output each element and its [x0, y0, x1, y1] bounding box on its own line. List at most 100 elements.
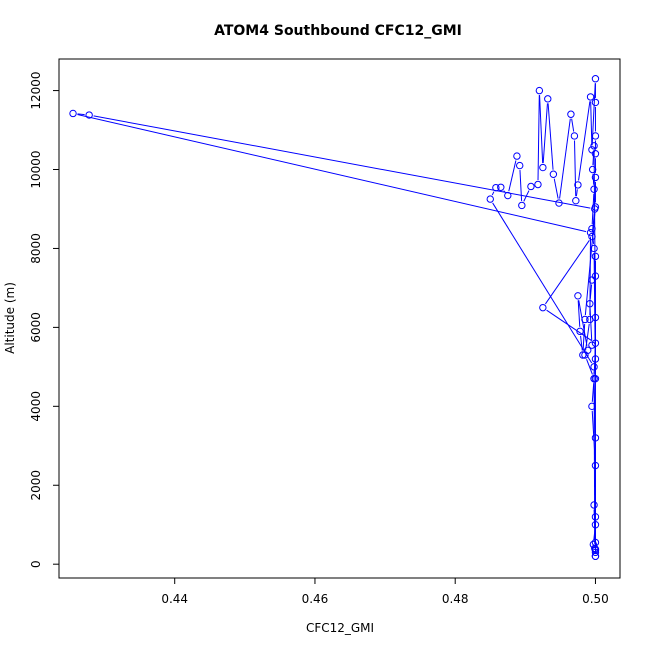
data-point [588, 225, 596, 233]
series-points [69, 75, 600, 560]
data-point [555, 199, 563, 207]
plot-frame [58, 58, 621, 579]
series-segment [586, 359, 593, 375]
series-segment [582, 323, 586, 351]
data-point [588, 341, 596, 349]
series-segment [593, 150, 596, 314]
data-point [539, 303, 547, 312]
series-segment [539, 95, 544, 164]
series-segment [575, 189, 578, 197]
data-point [591, 339, 600, 347]
data-point [591, 548, 600, 557]
y-tick-label: 2000 [29, 470, 43, 501]
data-point [591, 272, 600, 280]
series-segment [578, 101, 591, 181]
series-segment [523, 190, 530, 202]
data-point [516, 161, 524, 170]
data-point [591, 538, 600, 547]
series-segment [574, 140, 577, 197]
data-point [590, 185, 598, 193]
data-point [504, 191, 512, 200]
y-tick-label: 6000 [29, 312, 43, 343]
series-segment [547, 103, 554, 170]
data-point [579, 351, 587, 359]
y-axis-label: Altitude (m) [3, 282, 17, 354]
data-point [544, 95, 552, 103]
series-segment [589, 308, 593, 341]
x-tick-label: 0.48 [442, 592, 469, 606]
series-segment [577, 300, 581, 327]
data-point [591, 461, 600, 470]
data-point [574, 181, 582, 189]
data-point [590, 244, 598, 253]
series-segment [542, 103, 548, 164]
data-point [591, 521, 600, 529]
chart-title: ATOM4 Southbound CFC12_GMI [214, 23, 462, 39]
data-point [518, 201, 526, 210]
data-point [590, 501, 598, 509]
series-segment [77, 113, 587, 233]
data-point [527, 182, 535, 191]
data-point [513, 152, 521, 160]
data-point [588, 402, 596, 411]
series-segment [591, 213, 595, 233]
series-segment [589, 284, 593, 300]
data-point [584, 346, 592, 354]
x-axis-label: CFC12_GMI [306, 621, 374, 635]
data-point [549, 170, 558, 178]
y-tick-label: 10000 [29, 150, 43, 188]
series-segment [589, 237, 592, 315]
data-point [567, 110, 575, 118]
y-tick-label: 8000 [29, 233, 43, 264]
data-point [535, 86, 544, 95]
data-point [586, 299, 594, 308]
series-segment [553, 178, 559, 199]
data-point [591, 252, 600, 261]
series-segment [503, 190, 506, 193]
data-point [492, 183, 500, 192]
y-tick-label: 4000 [29, 391, 43, 422]
x-axis: 0.44 0.46 0.48 0.50 [161, 577, 609, 606]
series-segment [77, 113, 85, 116]
data-point [576, 327, 584, 336]
data-point [591, 75, 600, 83]
series-segment [571, 118, 575, 132]
series-segment [491, 191, 495, 196]
data-point [591, 203, 600, 211]
y-tick-label: 0 [29, 560, 43, 568]
data-point [539, 163, 547, 172]
x-tick-label: 0.46 [302, 592, 329, 606]
data-point [591, 150, 600, 158]
data-point [590, 142, 598, 150]
x-tick-label: 0.50 [582, 592, 609, 606]
series-segment [508, 160, 517, 192]
data-point [591, 552, 600, 560]
data-point [591, 313, 600, 322]
data-point [534, 180, 542, 189]
data-point [588, 165, 597, 174]
series-segment [545, 240, 590, 305]
data-point [591, 98, 600, 107]
series-segment [492, 202, 593, 364]
data-point [69, 109, 77, 118]
data-point [591, 434, 600, 442]
data-point [497, 183, 505, 191]
series-segment [591, 383, 595, 402]
x-tick-label: 0.44 [161, 592, 188, 606]
data-point [591, 374, 600, 383]
data-point [591, 513, 600, 521]
data-point [581, 315, 589, 324]
data-point [590, 363, 598, 371]
data-point [486, 195, 494, 203]
data-point [85, 111, 93, 119]
series-segment [590, 101, 593, 146]
series-segment [578, 300, 588, 346]
y-tick-label: 12000 [29, 71, 43, 109]
data-point [572, 196, 580, 205]
data-point [588, 232, 596, 241]
series-segment [580, 335, 583, 351]
data-point [586, 228, 595, 237]
series-segment [559, 118, 571, 199]
y-axis: 0 2000 4000 6000 8000 10000 12000 [29, 71, 60, 568]
